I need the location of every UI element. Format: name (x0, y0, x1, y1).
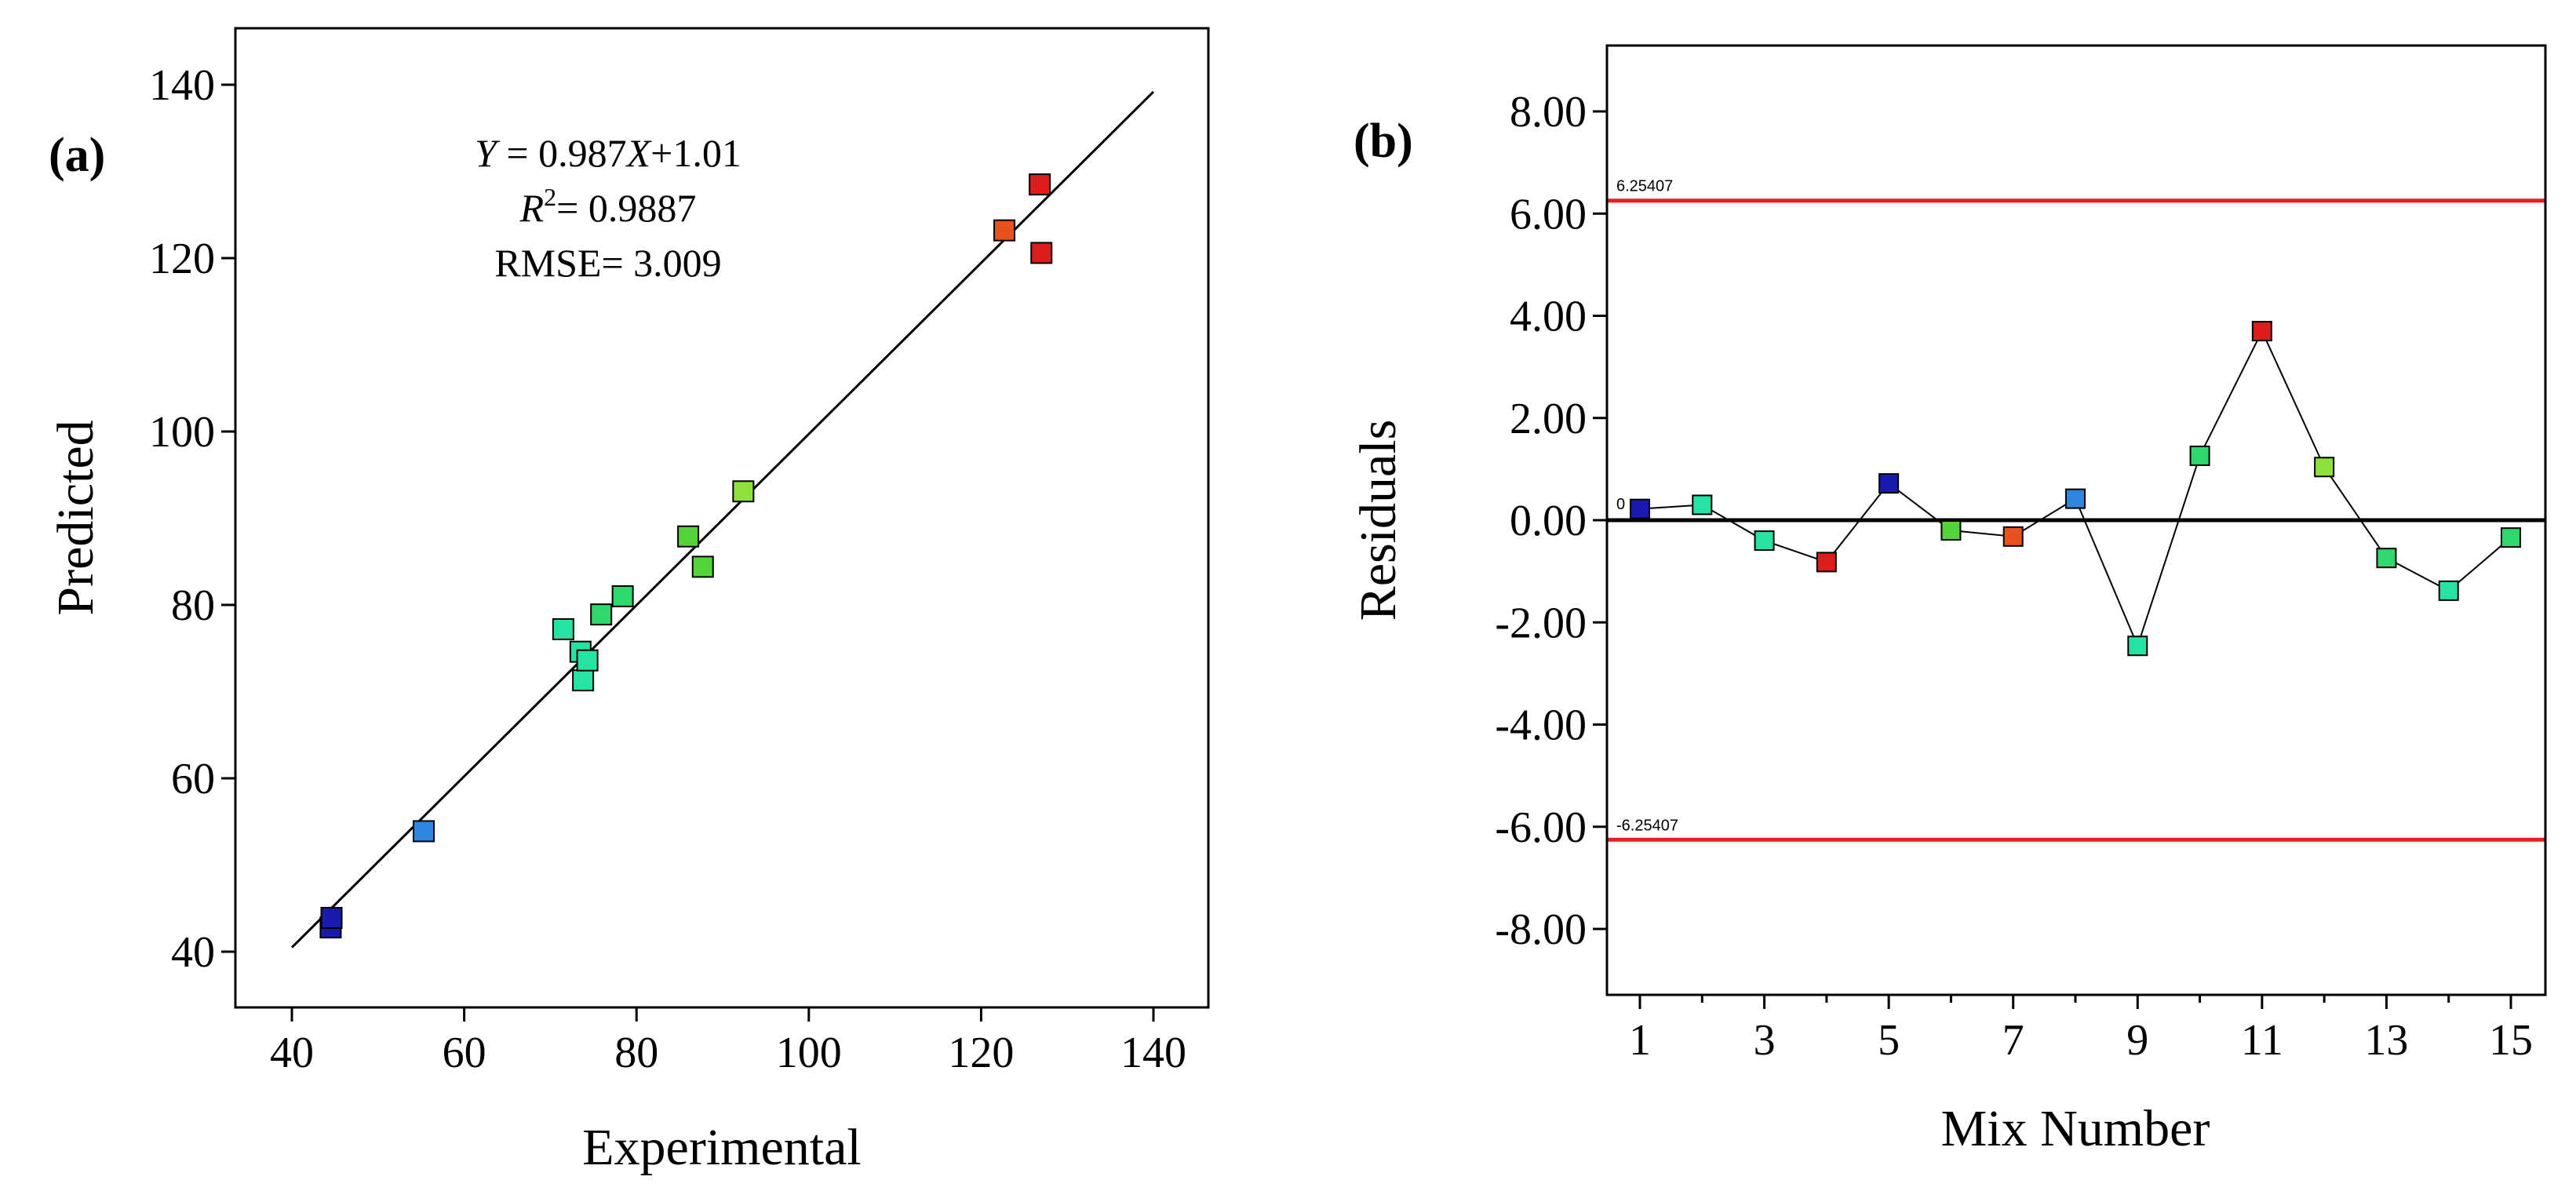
data-point (732, 480, 755, 503)
residual-point (2189, 445, 2210, 466)
y-tick-label: 8.00 (1510, 88, 1587, 137)
x-tick-label: 5 (1878, 1016, 1900, 1065)
panel-a-frame (234, 27, 1210, 1009)
data-point (691, 555, 714, 578)
panel-b-limit-lines: 6.25407 -6.25407 0 (1607, 178, 2545, 842)
residual-point (2438, 580, 2459, 601)
y-tick-label: 0.00 (1510, 497, 1587, 545)
y-tick-label: 60 (171, 755, 215, 803)
y-tick-label: 2.00 (1510, 395, 1587, 443)
residual-point (1692, 494, 1713, 515)
data-point (993, 219, 1016, 242)
data-point (320, 906, 343, 929)
residual-point (2251, 321, 2272, 342)
x-tick-label: 60 (443, 1029, 486, 1077)
data-point (412, 820, 435, 843)
x-tick-label: 80 (614, 1029, 658, 1077)
y-tick-label: -2.00 (1495, 599, 1587, 647)
data-point (1029, 173, 1051, 196)
panel-b-points (1630, 321, 2521, 657)
x-axis-title: Mix Number (1941, 1100, 2210, 1157)
x-tick-label: 140 (1120, 1029, 1186, 1077)
y-tick-label: -4.00 (1495, 701, 1587, 750)
panel-a-ticks: 40 60 80 100 120 140 40 60 80 100 120 140 (149, 61, 1186, 1077)
x-tick-label: 1 (1629, 1016, 1651, 1065)
data-point (677, 525, 700, 548)
x-tick-label: 3 (1754, 1016, 1776, 1065)
y-tick-label: 120 (149, 235, 215, 283)
y-axis-title: Predicted (47, 420, 104, 615)
y-axis-title: Residuals (1350, 420, 1407, 621)
y-tick-label: -8.00 (1495, 905, 1587, 954)
y-tick-label: 4.00 (1510, 293, 1587, 341)
panel-b-residuals: (b) 1 3 5 7 9 11 13 158.006.004.002.000.00-2.00… (1350, 44, 2547, 1157)
x-tick-label: 9 (2126, 1016, 2148, 1065)
data-point (1030, 242, 1053, 264)
residual-point (1940, 520, 1962, 541)
y-tick-label: 100 (149, 408, 215, 457)
zero-label: 0 (1616, 496, 1625, 513)
panel-a-points (319, 173, 1053, 939)
panel-b-label: (b) (1354, 115, 1413, 168)
r-squared: R2= 0.9887 (519, 183, 697, 230)
panel-a-scatter: (a) 40 60 80 100 120 140 40 60 80 100 120 140 Y = 0… (47, 27, 1210, 1176)
panel-b-frame (1605, 44, 2547, 996)
y-tick-label: 80 (171, 581, 215, 630)
residual-point (1630, 498, 1650, 519)
data-point (552, 617, 574, 640)
x-tick-label: 7 (2002, 1016, 2024, 1065)
x-tick-label: 15 (2489, 1016, 2533, 1065)
residual-point (2314, 457, 2335, 478)
data-point (611, 585, 634, 607)
y-tick-label: 6.00 (1510, 190, 1587, 239)
limit-label: 6.25407 (1616, 178, 1673, 195)
data-point (590, 603, 613, 626)
fit-equation: Y = 0.987X+1.01 (475, 131, 741, 175)
panel-b-ticks: 1 3 5 7 9 11 13 158.006.004.002.000.00-2.00-4.0… (1495, 88, 2533, 1065)
x-axis-title: Experimental (582, 1119, 862, 1176)
residual-point (2376, 548, 2397, 569)
y-tick-label: 140 (149, 61, 215, 110)
residual-point (2127, 636, 2148, 657)
x-tick-label: 100 (776, 1029, 842, 1077)
data-point (572, 669, 595, 692)
residual-point (2065, 488, 2086, 509)
rmse: RMSE= 3.009 (494, 241, 721, 285)
limit-label: -6.25407 (1616, 817, 1678, 834)
residual-point (1754, 530, 1775, 552)
y-tick-label: 40 (171, 928, 215, 977)
residual-point (1878, 473, 1900, 494)
panel-a-label: (a) (49, 129, 105, 182)
residual-point (1816, 552, 1837, 573)
residual-point (2002, 526, 2024, 547)
x-tick-label: 11 (2241, 1016, 2283, 1065)
x-tick-label: 120 (948, 1029, 1014, 1077)
x-tick-label: 13 (2364, 1016, 2408, 1065)
residual-point (2501, 527, 2521, 548)
y-tick-label: -6.00 (1495, 803, 1587, 852)
x-tick-label: 40 (270, 1029, 314, 1077)
data-point (576, 649, 599, 672)
